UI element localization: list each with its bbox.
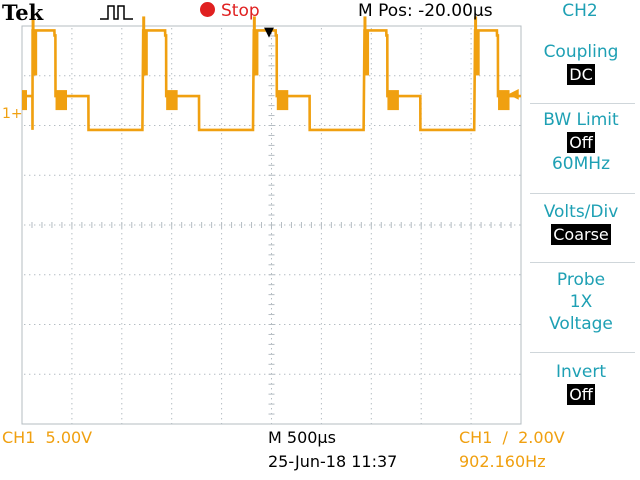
- probe-attenuation: 1X: [569, 292, 593, 312]
- mid-level-noise: [166, 90, 178, 111]
- ch1-ground-marker: 1+: [2, 106, 23, 122]
- overshoot-spike: [31, 16, 35, 33]
- trigger-position-marker: ▼: [264, 25, 274, 40]
- probe-type: Voltage: [549, 314, 613, 334]
- bw-limit-value: Off: [567, 132, 595, 153]
- ringing-burst: [365, 30, 370, 76]
- date-time: 25-Jun-18 11:37: [268, 452, 398, 471]
- probe-menu-item[interactable]: Probe 1X Voltage: [525, 269, 637, 335]
- stop-indicator-icon: [200, 2, 215, 17]
- trigger-level-marker: ◀: [508, 86, 519, 102]
- overshoot-spike: [474, 16, 478, 33]
- trigger-type-icon: [100, 5, 133, 20]
- ringing-burst: [143, 30, 148, 76]
- frequency-readout: 902.160Hz: [459, 452, 546, 471]
- status-bar: Tek Stop M Pos: -20.00µs CH2: [0, 0, 640, 25]
- overshoot-spike: [363, 16, 367, 33]
- mid-level-noise: [276, 90, 289, 111]
- run-status[interactable]: Stop: [200, 1, 260, 21]
- coupling-menu-item[interactable]: Coupling DC: [543, 42, 619, 85]
- ch1-waveform-trace: [22, 16, 521, 132]
- ringing-burst: [33, 30, 38, 76]
- timebase-readout: M 500µs: [268, 428, 336, 447]
- invert-menu-item[interactable]: Invert Off: [556, 362, 606, 405]
- volts-div-value: Coarse: [551, 224, 611, 245]
- invert-value: Off: [567, 384, 595, 405]
- menu-title: CH2: [562, 1, 598, 21]
- brand-logo: Tek: [2, 0, 44, 25]
- graticule-grid: [21, 25, 522, 425]
- horizontal-position: M Pos: -20.00µs: [358, 1, 493, 21]
- ringing-burst: [254, 30, 259, 76]
- ch1-waveform-line: [22, 29, 521, 132]
- mid-level-noise: [498, 90, 510, 111]
- menu-divider: [530, 262, 635, 263]
- bw-limit-menu-item[interactable]: BW Limit Off 60MHz: [525, 109, 637, 175]
- overshoot-spike: [142, 16, 146, 33]
- volts-div-menu-item[interactable]: Volts/Div Coarse: [543, 202, 619, 245]
- ringing-burst: [475, 30, 480, 76]
- bw-limit-frequency: 60MHz: [551, 154, 610, 174]
- mid-level-noise: [55, 90, 68, 111]
- mid-level-noise: [22, 90, 27, 111]
- trigger-readout: CH1 ∕ 2.00V: [459, 428, 565, 447]
- ch1-scale-readout: CH1 5.00V: [2, 428, 93, 447]
- menu-divider: [530, 352, 635, 353]
- coupling-value: DC: [567, 64, 595, 85]
- menu-divider: [530, 103, 635, 104]
- overshoot-spike: [252, 16, 256, 33]
- menu-divider: [530, 193, 635, 194]
- mid-level-noise: [387, 90, 399, 111]
